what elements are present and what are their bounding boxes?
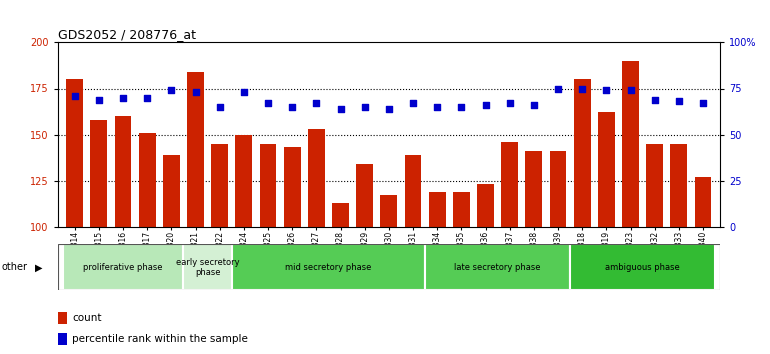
Bar <box>453 192 470 227</box>
Bar <box>380 195 397 227</box>
Point <box>92 97 105 102</box>
Point <box>648 97 661 102</box>
Point <box>600 87 612 93</box>
Point <box>455 104 467 110</box>
Bar <box>283 147 300 227</box>
Text: percentile rank within the sample: percentile rank within the sample <box>72 335 248 344</box>
Bar <box>211 144 228 227</box>
Bar <box>58 333 68 346</box>
Bar <box>671 144 688 227</box>
Point <box>407 101 419 106</box>
Bar <box>357 164 373 227</box>
Point <box>624 87 637 93</box>
Point <box>310 101 323 106</box>
Bar <box>404 155 421 227</box>
Bar <box>62 244 183 290</box>
Point <box>480 102 492 108</box>
Bar <box>525 151 542 227</box>
Point <box>334 106 346 112</box>
Point <box>527 102 540 108</box>
Bar <box>232 244 425 290</box>
Bar <box>163 155 180 227</box>
Bar <box>622 61 639 227</box>
Bar <box>429 192 446 227</box>
Bar <box>66 79 83 227</box>
Point <box>552 86 564 91</box>
Point <box>213 104 226 110</box>
Point <box>673 98 685 104</box>
Bar <box>598 113 614 227</box>
Text: count: count <box>72 313 102 323</box>
Point <box>286 104 298 110</box>
Point <box>576 86 588 91</box>
Point <box>262 101 274 106</box>
Bar <box>570 244 715 290</box>
Text: ambiguous phase: ambiguous phase <box>605 263 680 272</box>
Point <box>117 95 129 101</box>
Bar <box>90 120 107 227</box>
Point <box>238 89 250 95</box>
Bar <box>646 144 663 227</box>
Bar <box>695 177 711 227</box>
Text: GDS2052 / 208776_at: GDS2052 / 208776_at <box>58 28 196 41</box>
Bar <box>332 202 349 227</box>
Point <box>697 101 709 106</box>
Bar <box>308 129 325 227</box>
Text: other: other <box>2 262 28 272</box>
Bar <box>115 116 132 227</box>
Bar <box>58 312 68 324</box>
Bar <box>425 244 570 290</box>
Text: early secretory
phase: early secretory phase <box>176 258 239 277</box>
Text: ▶: ▶ <box>35 262 43 272</box>
Point <box>69 93 81 99</box>
Bar <box>236 135 253 227</box>
Point <box>383 106 395 112</box>
Bar <box>183 244 232 290</box>
Point <box>166 87 178 93</box>
Text: proliferative phase: proliferative phase <box>83 263 162 272</box>
Point <box>359 104 371 110</box>
Point <box>189 89 202 95</box>
Bar <box>259 144 276 227</box>
Point <box>504 101 516 106</box>
Bar <box>574 79 591 227</box>
Bar <box>187 72 204 227</box>
Text: late secretory phase: late secretory phase <box>454 263 541 272</box>
Text: mid secretory phase: mid secretory phase <box>285 263 372 272</box>
Point <box>141 95 153 101</box>
Point <box>431 104 444 110</box>
Bar <box>139 133 156 227</box>
Bar <box>550 151 567 227</box>
Bar <box>477 184 494 227</box>
Bar <box>501 142 518 227</box>
